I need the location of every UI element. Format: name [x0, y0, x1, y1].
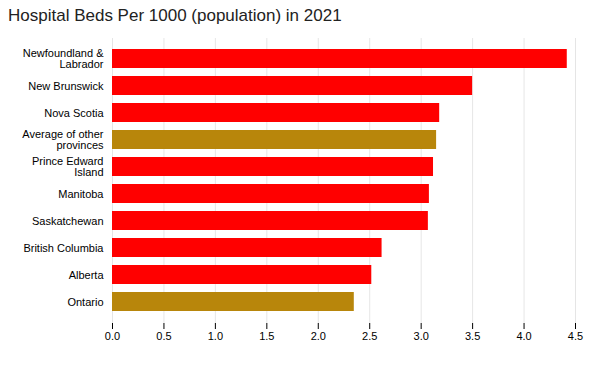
svg-text:1.5: 1.5 — [259, 330, 274, 342]
svg-text:Ontario: Ontario — [67, 296, 103, 308]
svg-text:1.0: 1.0 — [208, 330, 223, 342]
svg-text:Prince EdwardIsland: Prince EdwardIsland — [32, 155, 104, 178]
svg-text:Alberta: Alberta — [69, 269, 105, 281]
html-text:Hospital Beds Per 1000 (popula: Hospital Beds Per 1000 (population) in 2… — [8, 6, 342, 25]
svg-text:Manitoba: Manitoba — [58, 188, 104, 200]
svg-text:2.0: 2.0 — [311, 330, 326, 342]
svg-text:0.0: 0.0 — [105, 330, 120, 342]
svg-text:Average of otherprovinces: Average of otherprovinces — [22, 128, 104, 151]
svg-text:4.5: 4.5 — [568, 330, 583, 342]
svg-text:British Columbia: British Columbia — [23, 242, 104, 254]
svg-text:Saskatchewan: Saskatchewan — [32, 215, 104, 227]
svg-text:4.0: 4.0 — [516, 330, 531, 342]
svg-text:2.5: 2.5 — [362, 330, 377, 342]
svg-text:3.5: 3.5 — [465, 330, 480, 342]
svg-text:Newfoundland &Labrador: Newfoundland &Labrador — [23, 47, 104, 70]
svg-text:New Brunswick: New Brunswick — [28, 80, 104, 92]
svg-text:Nova Scotia: Nova Scotia — [44, 107, 104, 119]
svg-text:0.5: 0.5 — [156, 330, 171, 342]
svg-text:3.0: 3.0 — [414, 330, 429, 342]
